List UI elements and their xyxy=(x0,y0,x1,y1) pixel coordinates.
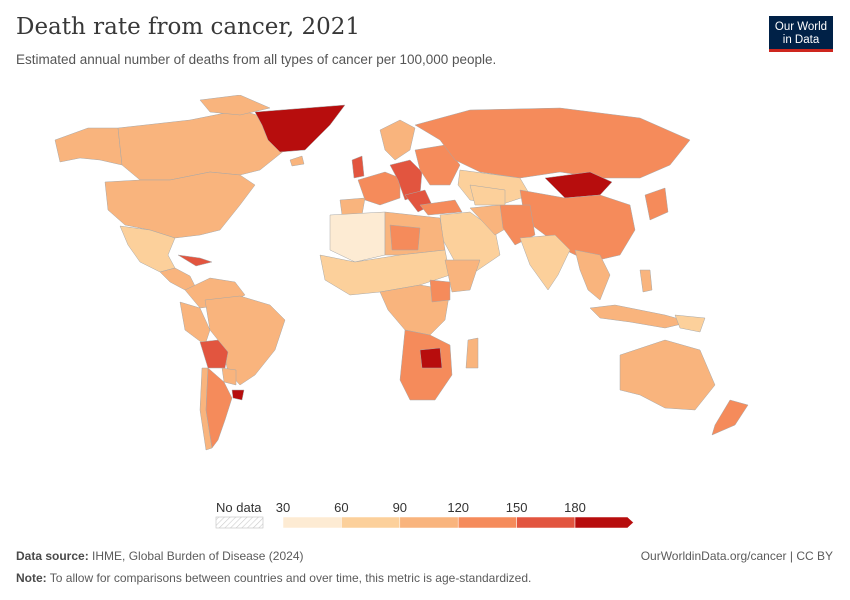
source-label: Data source: xyxy=(16,549,89,563)
region-new-zealand xyxy=(711,399,749,436)
region-horn-of-africa xyxy=(444,259,481,293)
legend-tick-label: 180 xyxy=(564,500,586,515)
region-mongolia xyxy=(544,171,613,199)
region-middle-east xyxy=(439,211,501,273)
region-scandinavia xyxy=(379,119,416,161)
region-western-europe xyxy=(357,171,401,206)
region-paraguay xyxy=(221,367,237,386)
source-link[interactable]: OurWorldinData.org/cancer | CC BY xyxy=(640,549,833,563)
region-canada-arctic xyxy=(199,95,271,116)
region-china xyxy=(519,189,636,263)
world-map[interactable] xyxy=(0,95,850,495)
region-madagascar xyxy=(465,337,479,369)
legend-tick-label: 150 xyxy=(506,500,528,515)
region-bolivia xyxy=(199,339,229,369)
region-iceland xyxy=(289,155,305,167)
region-southeast-asia xyxy=(574,249,611,301)
region-usa xyxy=(104,171,256,239)
chart-title: Death rate from cancer, 2021 xyxy=(16,14,361,40)
legend-bin-5 xyxy=(516,516,576,529)
source-text: IHME, Global Burden of Disease (2024) xyxy=(92,549,304,563)
region-peru-ecuador xyxy=(179,301,211,346)
region-greenland xyxy=(254,104,346,153)
legend-tick-label: 30 xyxy=(276,500,290,515)
note-text: To allow for comparisons between countri… xyxy=(49,571,532,585)
chart-note: Note: To allow for comparisons between c… xyxy=(16,571,531,585)
chart-subtitle: Estimated annual number of deaths from a… xyxy=(16,52,497,67)
legend-bin-1 xyxy=(282,516,342,529)
legend-tick-label: 120 xyxy=(447,500,469,515)
data-source: Data source: IHME, Global Burden of Dise… xyxy=(16,549,303,563)
legend-bin-6 xyxy=(574,516,634,529)
note-label: Note: xyxy=(16,571,47,585)
legend-bin-3 xyxy=(399,516,459,529)
region-australia xyxy=(619,339,716,411)
region-uk xyxy=(351,155,365,179)
legend-bin-4 xyxy=(457,516,517,529)
legend-no-data-label: No data xyxy=(216,500,262,515)
region-alaska xyxy=(54,127,123,166)
logo-line-1: Our World xyxy=(774,21,828,33)
owid-logo[interactable]: Our World in Data xyxy=(769,16,833,52)
legend-bin-2 xyxy=(341,516,401,529)
region-uruguay xyxy=(231,389,245,401)
legend-no-data-swatch xyxy=(215,516,264,529)
region-japan-korea xyxy=(644,187,669,221)
region-philippines xyxy=(639,269,653,293)
region-central-asia xyxy=(469,184,506,206)
region-turkey xyxy=(419,199,463,216)
region-argentina xyxy=(205,367,233,449)
region-russia xyxy=(414,107,691,179)
region-north-africa-west xyxy=(329,211,386,263)
legend-tick-label: 60 xyxy=(334,500,348,515)
region-zimbabwe xyxy=(419,347,443,369)
region-libya xyxy=(389,224,421,251)
region-east-africa xyxy=(429,279,451,303)
region-sahel xyxy=(319,249,451,296)
logo-line-2: in Data xyxy=(782,34,820,46)
region-png xyxy=(674,314,706,333)
legend-tick-label: 90 xyxy=(393,500,407,515)
region-caribbean xyxy=(177,254,213,267)
region-india xyxy=(519,234,571,291)
